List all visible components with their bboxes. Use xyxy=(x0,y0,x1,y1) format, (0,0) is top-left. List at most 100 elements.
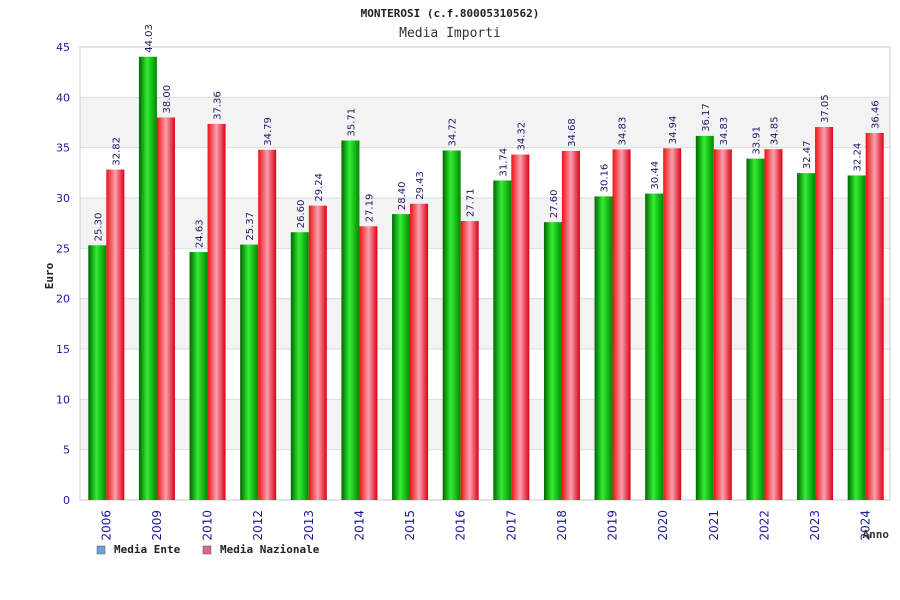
bar-media-ente xyxy=(189,252,208,500)
y-axis-label: Euro xyxy=(43,262,56,289)
legend-label-media-ente: Media Ente xyxy=(114,543,181,556)
bar-media-nazionale xyxy=(207,123,226,500)
data-label-media-nazionale: 36.46 xyxy=(871,100,882,129)
x-tick-label: 2024 xyxy=(859,510,873,541)
data-label-media-ente: 33.91 xyxy=(751,126,762,155)
bar-media-ente xyxy=(138,56,157,500)
data-label-media-ente: 30.44 xyxy=(650,161,661,190)
data-label-media-nazionale: 29.43 xyxy=(415,171,426,200)
x-tick-label: 2017 xyxy=(504,510,518,541)
y-tick-label: 35 xyxy=(56,142,70,155)
x-tick-label: 2018 xyxy=(555,510,569,541)
bar-media-nazionale xyxy=(308,205,327,500)
data-label-media-ente: 26.60 xyxy=(296,200,307,229)
bar-media-nazionale xyxy=(359,226,378,500)
legend-label-media-nazionale: Media Nazionale xyxy=(220,543,320,556)
x-tick-label: 2016 xyxy=(454,510,468,541)
y-tick-label: 15 xyxy=(56,343,70,356)
bar-media-ente xyxy=(847,175,866,500)
data-label-media-ente: 25.37 xyxy=(245,212,256,241)
bar-media-ente xyxy=(290,232,309,500)
bar-media-nazionale xyxy=(663,148,682,500)
bar-media-nazionale xyxy=(865,132,884,500)
x-axis-label: Anno xyxy=(863,528,890,541)
data-label-media-ente: 32.24 xyxy=(853,143,864,172)
data-label-media-nazionale: 34.79 xyxy=(263,117,274,146)
y-tick-label: 45 xyxy=(56,41,70,54)
bar-media-nazionale xyxy=(258,149,277,500)
x-axis-ticks: 2006 2009 2010 2012 2013 2014 2015 2016 2017 2018… xyxy=(99,510,872,541)
data-label-media-nazionale: 34.83 xyxy=(719,117,730,146)
x-tick-label: 2014 xyxy=(352,510,366,541)
data-label-media-ente: 31.74 xyxy=(498,148,509,177)
x-tick-label: 2013 xyxy=(302,510,316,541)
bar-media-ente xyxy=(341,140,360,500)
data-label-media-ente: 36.17 xyxy=(701,103,712,132)
bar-media-nazionale xyxy=(764,149,783,500)
bar-media-ente xyxy=(543,222,562,500)
plot-frame xyxy=(79,46,891,501)
bar-media-nazionale xyxy=(106,169,125,500)
bar-media-nazionale xyxy=(410,203,429,500)
chart-subtitle: Media Importi xyxy=(399,26,501,41)
bar-media-ente xyxy=(746,158,765,500)
bar-media-nazionale xyxy=(815,127,834,500)
x-tick-label: 2020 xyxy=(656,510,670,541)
data-label-media-nazionale: 27.71 xyxy=(466,188,477,217)
y-tick-label: 20 xyxy=(56,293,70,306)
bar-media-ente xyxy=(797,173,816,501)
data-label-media-ente: 24.63 xyxy=(195,219,206,248)
data-label-media-nazionale: 34.83 xyxy=(618,117,629,146)
y-tick-label: 5 xyxy=(63,444,70,457)
data-label-media-nazionale: 29.24 xyxy=(314,173,325,202)
data-label-media-nazionale: 27.19 xyxy=(364,194,375,223)
data-label-media-ente: 44.03 xyxy=(144,24,155,53)
bar-media-ente xyxy=(88,245,107,500)
x-tick-label: 2006 xyxy=(99,510,113,541)
x-tick-label: 2009 xyxy=(150,510,164,541)
legend: Media Ente Media Nazionale xyxy=(96,543,320,556)
y-tick-label: 30 xyxy=(56,192,70,205)
data-label-media-ente: 34.72 xyxy=(448,118,459,147)
bar-media-nazionale xyxy=(713,149,732,501)
x-tick-label: 2015 xyxy=(403,510,417,541)
data-label-media-ente: 32.47 xyxy=(802,140,813,169)
data-label-media-nazionale: 37.36 xyxy=(213,91,224,120)
y-tick-label: 10 xyxy=(56,393,70,406)
y-axis-ticks: 0 5 10 15 20 25 30 35 40 45 xyxy=(56,41,70,507)
data-label-media-nazionale: 37.05 xyxy=(820,94,831,123)
bar-media-ente xyxy=(240,244,259,500)
y-tick-label: 40 xyxy=(56,91,70,104)
bar-media-ente xyxy=(594,196,613,500)
bar-media-nazionale xyxy=(561,150,580,500)
bar-media-nazionale xyxy=(460,221,479,500)
data-label-media-nazionale: 34.32 xyxy=(516,122,527,151)
legend-swatch-media-nazionale xyxy=(202,545,212,555)
bar-media-ente xyxy=(392,214,411,500)
bars xyxy=(88,56,884,501)
x-tick-label: 2012 xyxy=(251,510,265,541)
data-label-media-ente: 27.60 xyxy=(549,190,560,219)
bar-media-nazionale xyxy=(612,149,631,501)
x-tick-label: 2021 xyxy=(707,510,721,541)
x-tick-label: 2010 xyxy=(201,510,215,541)
y-tick-label: 0 xyxy=(63,494,70,507)
x-tick-label: 2023 xyxy=(808,510,822,541)
bar-media-ente xyxy=(645,193,664,500)
data-label-media-nazionale: 38.00 xyxy=(162,85,173,114)
data-label-media-nazionale: 32.82 xyxy=(111,137,122,166)
bar-media-nazionale xyxy=(511,154,530,500)
plot-band xyxy=(80,47,890,98)
bar-media-ente xyxy=(442,150,461,500)
x-tick-label: 2019 xyxy=(606,510,620,541)
data-label-media-nazionale: 34.85 xyxy=(769,117,780,146)
data-label-media-ente: 35.71 xyxy=(346,108,357,137)
data-label-media-ente: 25.30 xyxy=(93,213,104,242)
data-labels: 25.30 32.82 44.03 38.00 24.63 37.36 25.37 34.79… xyxy=(93,24,881,248)
data-label-media-ente: 28.40 xyxy=(397,181,408,210)
legend-swatch-media-ente xyxy=(96,545,106,555)
data-label-media-nazionale: 34.68 xyxy=(567,118,578,147)
bar-media-ente xyxy=(695,135,714,500)
bar-media-nazionale xyxy=(156,117,175,500)
